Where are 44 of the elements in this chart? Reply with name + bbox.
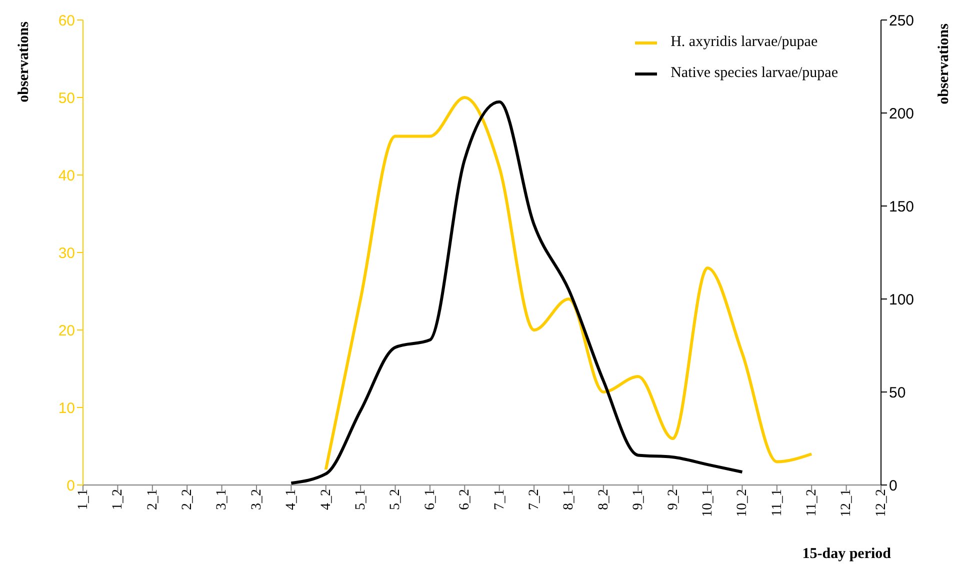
x-tick-label: 1_2: [110, 489, 126, 510]
y2-tick-label: 0: [889, 477, 898, 494]
y-tick-label: 40: [58, 167, 75, 184]
x-tick-label: 8_2: [596, 489, 612, 510]
y-axis-title: observations: [16, 21, 32, 102]
y-tick-label: 0: [66, 477, 75, 494]
x-tick-label: 4_1: [284, 489, 300, 510]
x-tick-label: 3_2: [249, 489, 264, 510]
line-series: [290, 100, 744, 485]
x-tick-label: 6_1: [422, 489, 438, 510]
y2-tick-label: 150: [889, 198, 914, 216]
x-tick-label: 4_2: [318, 489, 334, 510]
x-tick-label: 10_2: [735, 489, 750, 517]
x-axis-title: 15-day period: [802, 546, 892, 562]
x-tick-label: 2_2: [180, 489, 196, 510]
x-tick-label: 7_1: [492, 489, 508, 510]
x-tick-label: 8_1: [562, 489, 577, 510]
x-tick-label: 11_1: [770, 489, 785, 516]
y2-tick-label: 250: [889, 12, 914, 30]
x-tick-label: 2_1: [145, 489, 160, 510]
line-series: [324, 96, 814, 471]
y-tick-label: 60: [58, 12, 75, 30]
y2-axis-title: observations: [936, 23, 952, 104]
x-tick-label: 9_1: [631, 489, 646, 510]
x-tick-label: 6_2: [458, 489, 473, 510]
x-tick-label: 11_2: [804, 489, 820, 516]
x-tick-label: 1_1: [76, 489, 91, 510]
x-tick-label: 5_1: [354, 489, 369, 510]
x-tick-label: 10_1: [700, 489, 716, 517]
y2-tick-label: 100: [889, 291, 914, 308]
y-tick-label: 20: [58, 322, 75, 340]
x-tick-label: 3_1: [214, 489, 230, 510]
legend-label: H. axyridis larvae/pupae: [670, 34, 818, 51]
y-tick-label: 10: [58, 400, 75, 417]
legend-label: Native species larvae/pupae: [670, 65, 838, 82]
x-tick-label: 9_2: [666, 489, 681, 510]
y-tick-label: 50: [58, 90, 75, 107]
x-tick-label: 5_2: [388, 489, 404, 510]
x-tick-label: 12_2: [874, 489, 889, 517]
x-tick-label: 12_1: [839, 489, 854, 517]
y2-tick-label: 50: [889, 384, 906, 402]
x-tick-label: 7_2: [526, 489, 542, 510]
y-tick-label: 30: [58, 244, 75, 262]
y2-tick-label: 200: [889, 105, 914, 122]
